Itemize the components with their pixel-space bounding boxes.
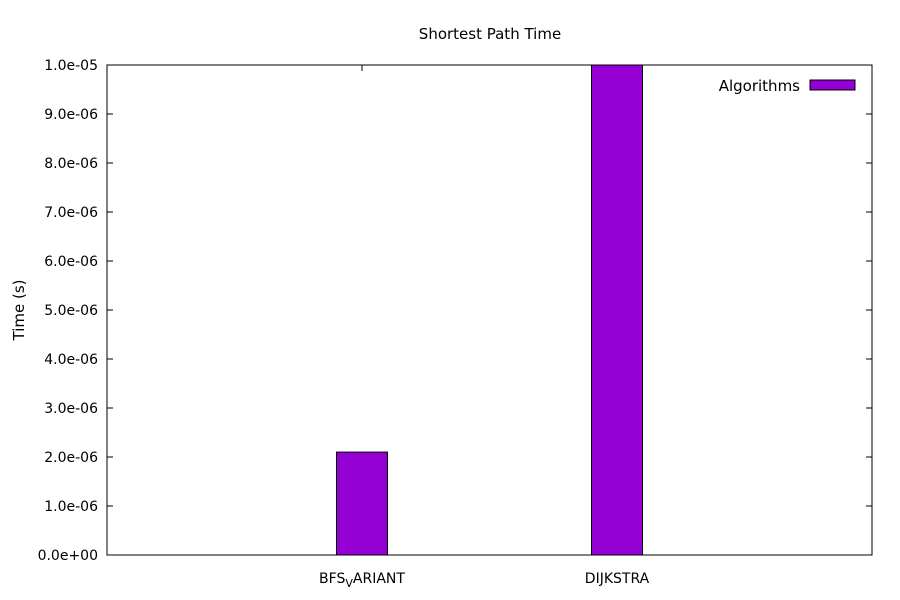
bar-bfs-variant [336,451,388,556]
x-tick-label-rest: ARIANT [353,571,405,587]
y-tick-label: 1.0e-05 [44,58,98,74]
y-tick-label: 8.0e-06 [44,156,98,172]
legend-swatch [809,79,856,91]
bar-dijkstra [591,64,643,556]
y-tick-label: 3.0e-06 [44,401,98,417]
x-tick-label: BFSVARIANT [319,571,405,590]
x-tick-label-main: BFS [319,571,345,587]
legend-entry-label: Algorithms [719,77,800,95]
y-tick-label: 2.0e-06 [44,450,98,466]
x-tick-label: DIJKSTRA [585,571,650,587]
y-tick-label: 7.0e-06 [44,205,98,221]
y-tick-label: 6.0e-06 [44,254,98,270]
chart-title: Shortest Path Time [419,25,561,43]
x-tick-label-main: DIJKSTRA [585,571,650,587]
plot-area-frame [106,64,873,556]
y-tick-label: 9.0e-06 [44,107,98,123]
bars [336,64,643,556]
y-tick-label: 1.0e-06 [44,499,98,515]
legend: Algorithms [719,77,856,95]
y-tick-label: 4.0e-06 [44,352,98,368]
y-axis-label: Time (s) [10,280,28,342]
y-axis-ticks: 0.0e+00 1.0e-06 2.0e-06 3.0e-06 4.0e-06 5.0e-… [38,58,872,564]
x-tick-label-subscript: V [345,577,353,590]
y-tick-label: 0.0e+00 [38,548,98,564]
y-tick-label: 5.0e-06 [44,303,98,319]
